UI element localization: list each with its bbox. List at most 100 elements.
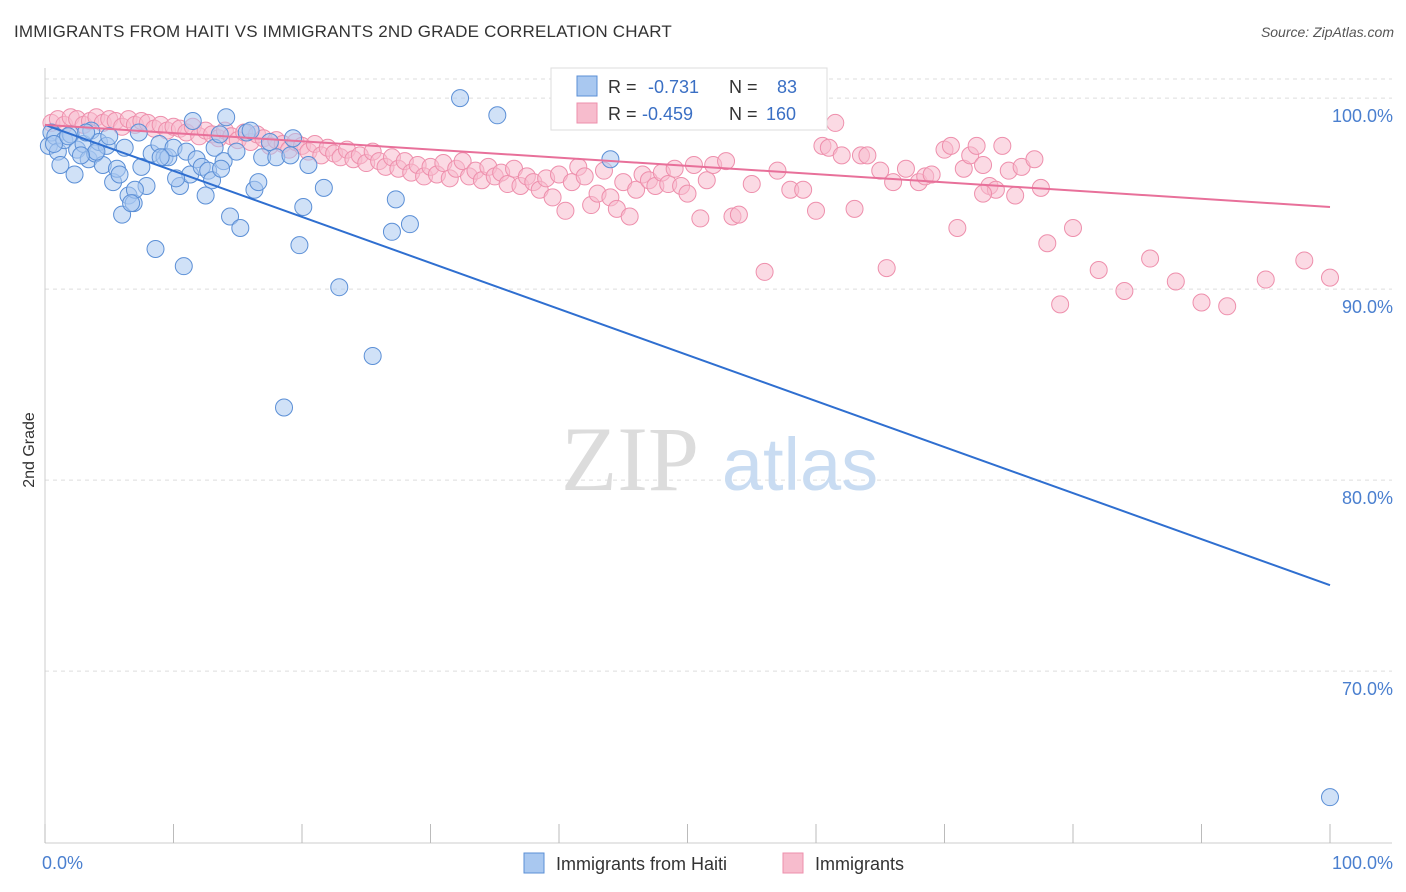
haiti-point (221, 207, 240, 226)
immigrants-point (794, 180, 813, 199)
haiti-point (601, 150, 620, 169)
haiti-point (210, 125, 229, 144)
stats-n-value-immigrants: 160 (766, 104, 796, 124)
immigrants-point (697, 171, 716, 190)
haiti-point (290, 236, 309, 255)
watermark-zip: ZIP (561, 408, 699, 510)
stats-n-value-haiti: 83 (777, 77, 797, 97)
x-tick-label: 0.0% (42, 853, 83, 873)
immigrants-point (453, 152, 472, 171)
haiti-point (314, 178, 333, 197)
chart-title: IMMIGRANTS FROM HAITI VS IMMIGRANTS 2ND … (14, 22, 673, 41)
immigrants-point (620, 207, 639, 226)
haiti-point (122, 194, 141, 213)
haiti-point (227, 142, 246, 161)
stats-swatch-immigrants (576, 102, 598, 124)
haiti-point (65, 165, 84, 184)
immigrants-point (974, 155, 993, 174)
immigrants-point (691, 209, 710, 228)
immigrants-point (922, 165, 941, 184)
haiti-point (241, 121, 260, 140)
watermark-atlas: atlas (722, 423, 878, 506)
haiti-point (249, 173, 268, 192)
legend-label-haiti: Immigrants from Haiti (556, 854, 727, 874)
immigrants-point (575, 167, 594, 186)
haiti-point (299, 155, 318, 174)
immigrants-point (807, 201, 825, 220)
haiti-point (71, 146, 90, 165)
immigrants-point (678, 184, 697, 203)
stats-n-label-immigrants: N = (729, 104, 758, 124)
haiti-point (330, 278, 349, 297)
haiti-point (260, 133, 279, 152)
haiti-point (488, 106, 507, 125)
haiti-point (183, 112, 202, 131)
stats-r-value-haiti: -0.731 (648, 77, 699, 97)
immigrants-point (1006, 186, 1025, 205)
immigrants-point (1064, 218, 1082, 237)
immigrants-trend-line (44, 123, 1331, 208)
immigrants-point (543, 188, 562, 207)
haiti-point (1321, 788, 1339, 807)
immigrants-point (1192, 293, 1211, 312)
immigrants-point (941, 136, 960, 155)
series-legend: Immigrants from Haiti Immigrants (523, 852, 904, 874)
immigrants-point (556, 201, 575, 220)
immigrants-point (1115, 282, 1134, 301)
haiti-point (363, 346, 382, 365)
haiti-point (217, 108, 236, 127)
immigrants-point (755, 262, 774, 281)
immigrants-point (1218, 297, 1237, 316)
haiti-trend-line (44, 123, 1331, 587)
immigrants-point (858, 146, 877, 165)
immigrants-point (896, 159, 915, 178)
haiti-point (174, 257, 193, 276)
y-tick-label: 100.0% (1332, 106, 1393, 126)
immigrants-point (832, 146, 851, 165)
haiti-point (146, 239, 165, 258)
haiti-point (212, 159, 231, 178)
stats-r-label-haiti: R = (608, 77, 637, 97)
immigrants-point (974, 184, 993, 203)
x-tick-label: 100.0% (1332, 853, 1393, 873)
haiti-point (196, 186, 215, 205)
immigrants-point (717, 152, 736, 171)
stats-r-label-immigrants: R = (608, 104, 637, 124)
immigrants-point (665, 159, 684, 178)
immigrants-point (1166, 272, 1185, 291)
haiti-point (451, 89, 470, 108)
haiti-point (382, 222, 401, 241)
immigrants-point (967, 136, 986, 155)
haiti-point (294, 197, 313, 216)
immigrants-point (993, 136, 1012, 155)
y-tick-label: 90.0% (1342, 297, 1393, 317)
haiti-point (51, 155, 70, 174)
immigrants-point (826, 113, 845, 132)
haiti-point (281, 146, 300, 165)
immigrants-point (1051, 295, 1070, 314)
haiti-point (275, 398, 294, 417)
haiti-point (44, 134, 63, 153)
y-axis-label: 2nd Grade (21, 412, 38, 488)
haiti-point (386, 190, 405, 209)
haiti-point (100, 127, 119, 146)
stats-n-label-haiti: N = (729, 77, 758, 97)
haiti-point (231, 218, 250, 237)
immigrants-point (1141, 249, 1160, 268)
y-tick-label: 80.0% (1342, 488, 1393, 508)
immigrants-point (1089, 261, 1108, 279)
trend-layer (44, 123, 1331, 587)
haiti-point (400, 215, 419, 234)
chart-source: Source: ZipAtlas.com (1260, 24, 1394, 40)
haiti-point (284, 129, 303, 148)
stats-r-value-immigrants: -0.459 (642, 104, 693, 124)
immigrants-point (877, 259, 896, 278)
haiti-point (129, 123, 148, 142)
legend-swatch-immigrants (782, 852, 804, 874)
immigrants-point (627, 180, 646, 199)
y-tick-label: 70.0% (1342, 679, 1393, 699)
immigrants-point (1256, 270, 1275, 289)
legend-label-immigrants: Immigrants (815, 854, 904, 874)
stats-swatch-haiti (576, 75, 598, 97)
